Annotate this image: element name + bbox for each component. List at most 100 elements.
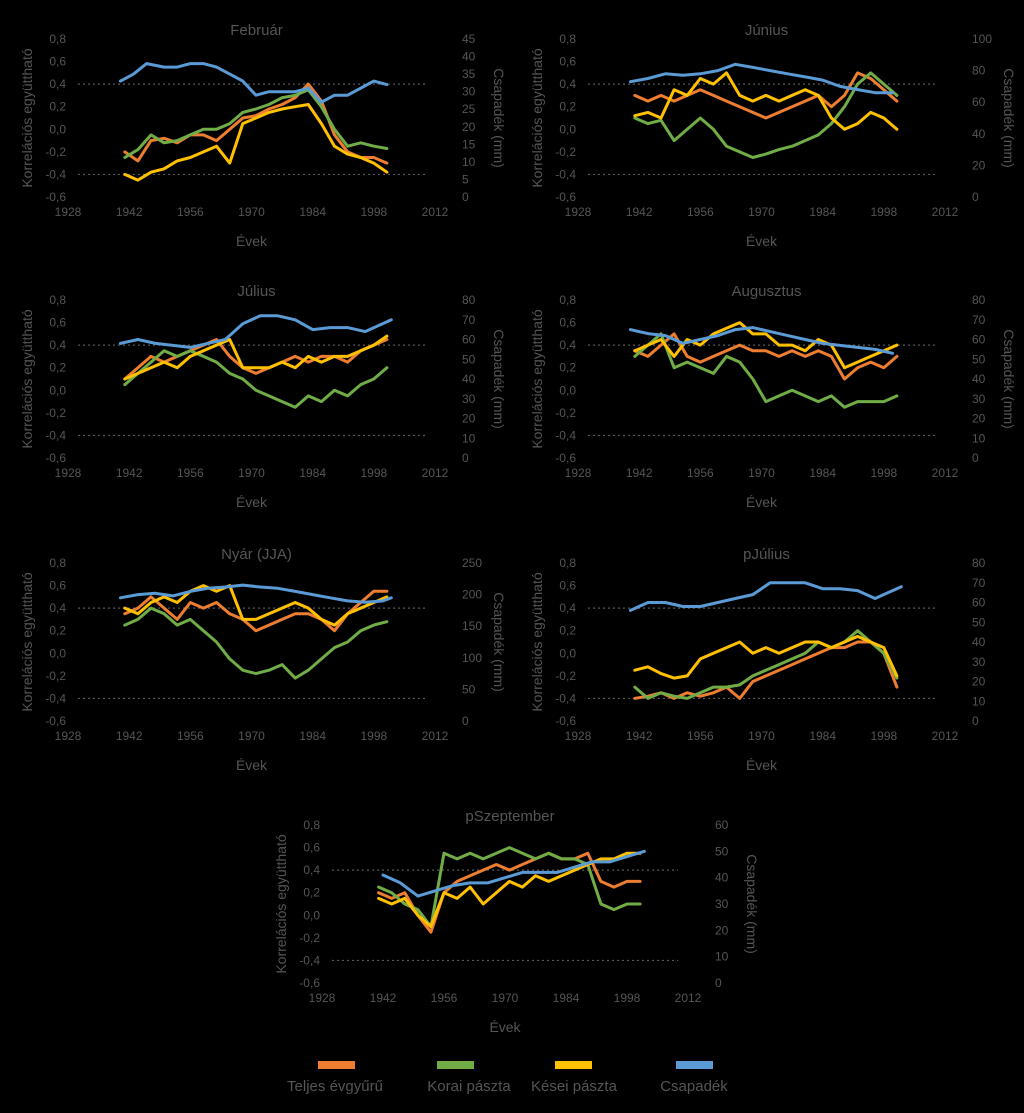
panel-title: Február xyxy=(230,22,283,39)
y-tick-label: 0,0 xyxy=(559,122,576,136)
series-line-korai xyxy=(633,71,899,159)
y2-tick-label: 0 xyxy=(972,451,979,465)
y-tick-label: -0,4 xyxy=(299,953,320,967)
y-tick-label: -0,4 xyxy=(555,167,576,181)
y-tick-label: 0,8 xyxy=(49,32,66,46)
series-line-teljes xyxy=(633,71,899,120)
y2-tick-label: 250 xyxy=(462,556,482,570)
y-tick-label: 0,8 xyxy=(303,818,320,832)
y-tick-label: -0,4 xyxy=(555,428,576,442)
x-tick-label: 1998 xyxy=(870,729,897,743)
y2-tick-label: 60 xyxy=(972,95,986,109)
x-tick-label: 1984 xyxy=(299,205,326,219)
series-line-csapadek xyxy=(628,581,903,612)
y-tick-label: 0,4 xyxy=(49,601,66,615)
panel-title: pSzeptember xyxy=(465,808,554,825)
y2-tick-label: 80 xyxy=(972,293,986,307)
x-tick-label: 2012 xyxy=(422,466,449,480)
panel-title: Július xyxy=(237,283,275,300)
y2-axis-label: Csapadék (mm) xyxy=(1001,68,1017,168)
y-tick-label: 0,4 xyxy=(49,338,66,352)
x-tick-label: 1998 xyxy=(360,729,387,743)
y2-tick-label: 30 xyxy=(462,392,476,406)
y2-tick-label: 10 xyxy=(715,950,729,964)
y-tick-label: -0,2 xyxy=(555,145,576,159)
y-tick-label: -0,6 xyxy=(555,190,576,204)
x-tick-label: 1928 xyxy=(55,205,82,219)
y-axis-label: Korrelációs együttható xyxy=(19,572,35,712)
y-tick-label: -0,6 xyxy=(45,714,66,728)
x-tick-label: 1956 xyxy=(431,991,458,1005)
y-tick-label: 0,4 xyxy=(559,77,576,91)
y-tick-label: 0,2 xyxy=(559,100,576,114)
x-tick-label: 1928 xyxy=(565,466,592,480)
y-tick-label: 0,4 xyxy=(303,863,320,877)
y-tick-label: 0,2 xyxy=(559,624,576,638)
y2-tick-label: 20 xyxy=(715,923,729,937)
x-tick-label: 1970 xyxy=(748,729,775,743)
y2-tick-label: 80 xyxy=(972,64,986,78)
chart-panel: -0,6 -0,4 -0,2 0,0 0,2 0,4 0,6 0,8 0 20 40 60 80 100 1… xyxy=(529,22,1017,249)
y2-tick-label: 40 xyxy=(972,127,986,141)
x-tick-label: 1970 xyxy=(238,729,265,743)
y-tick-label: 0,8 xyxy=(49,556,66,570)
y2-tick-label: 80 xyxy=(462,293,476,307)
y2-tick-label: 100 xyxy=(972,32,992,46)
y-tick-label: -0,4 xyxy=(45,428,66,442)
y-tick-label: 0,6 xyxy=(559,55,576,69)
series-line-korai xyxy=(123,349,389,409)
series-line-kesei xyxy=(633,71,899,131)
y2-tick-label: 40 xyxy=(462,50,476,64)
legend: Teljes évgyűrű Korai pászta Kései pászta Cs… xyxy=(287,1061,728,1095)
y-tick-label: 0,8 xyxy=(559,556,576,570)
y-tick-label: 0,6 xyxy=(49,316,66,330)
x-tick-label: 1956 xyxy=(687,729,714,743)
x-tick-label: 1942 xyxy=(116,466,143,480)
y-tick-label: 0,0 xyxy=(49,383,66,397)
series-line-teljes xyxy=(123,338,389,381)
series-line-korai xyxy=(633,332,899,409)
y2-tick-label: 60 xyxy=(972,596,986,610)
y2-tick-label: 70 xyxy=(972,313,986,327)
y-tick-label: 0,0 xyxy=(559,383,576,397)
x-tick-label: 1984 xyxy=(299,466,326,480)
x-tick-label: 1956 xyxy=(177,205,204,219)
x-axis-label: Évek xyxy=(236,233,268,249)
x-tick-label: 1970 xyxy=(748,466,775,480)
y2-tick-label: 30 xyxy=(462,85,476,99)
y2-axis-label: Csapadék (mm) xyxy=(491,68,507,168)
y2-tick-label: 0 xyxy=(462,714,469,728)
chart-panel: -0,6 -0,4 -0,2 0,0 0,2 0,4 0,6 0,8 0 10 20 30 40 50 60… xyxy=(529,546,986,773)
x-tick-label: 1970 xyxy=(748,205,775,219)
x-tick-label: 1956 xyxy=(687,466,714,480)
y2-tick-label: 60 xyxy=(462,333,476,347)
y-tick-label: 0,2 xyxy=(49,100,66,114)
y2-tick-label: 30 xyxy=(715,897,729,911)
y-tick-label: 0,2 xyxy=(303,886,320,900)
x-tick-label: 1998 xyxy=(360,205,387,219)
x-tick-label: 1998 xyxy=(614,991,641,1005)
y2-tick-label: 30 xyxy=(972,655,986,669)
panel-title: Június xyxy=(745,22,788,39)
y2-tick-label: 0 xyxy=(972,190,979,204)
chart-panel: -0,6 -0,4 -0,2 0,0 0,2 0,4 0,6 0,8 0 5 10 15 20 25 30 3… xyxy=(19,22,507,249)
y2-tick-label: 10 xyxy=(972,431,986,445)
series-line-kesei xyxy=(377,851,642,929)
y-tick-label: -0,6 xyxy=(555,451,576,465)
legend-item-csapadek: Csapadék xyxy=(660,1061,728,1095)
y2-tick-label: 40 xyxy=(462,372,476,386)
chart-panel: -0,6 -0,4 -0,2 0,0 0,2 0,4 0,6 0,8 0 10 20 30 40 50 60… xyxy=(529,283,1017,510)
y-tick-label: -0,6 xyxy=(45,190,66,204)
chart-panels: -0,6 -0,4 -0,2 0,0 0,2 0,4 0,6 0,8 0 5 10 15 20 25 30 3… xyxy=(19,22,1017,1035)
series-line-kesei xyxy=(123,334,389,381)
y-axis-label: Korrelációs együttható xyxy=(529,48,545,188)
y-tick-label: -0,6 xyxy=(555,714,576,728)
y-axis-label: Korrelációs együttható xyxy=(529,572,545,712)
x-axis-label: Évek xyxy=(746,494,778,510)
series-line-kesei xyxy=(123,584,389,627)
y2-tick-label: 0 xyxy=(462,451,469,465)
x-axis-label: Évek xyxy=(489,1019,521,1035)
x-tick-label: 2012 xyxy=(675,991,702,1005)
series-line-korai xyxy=(377,846,642,929)
y-tick-label: -0,6 xyxy=(45,451,66,465)
